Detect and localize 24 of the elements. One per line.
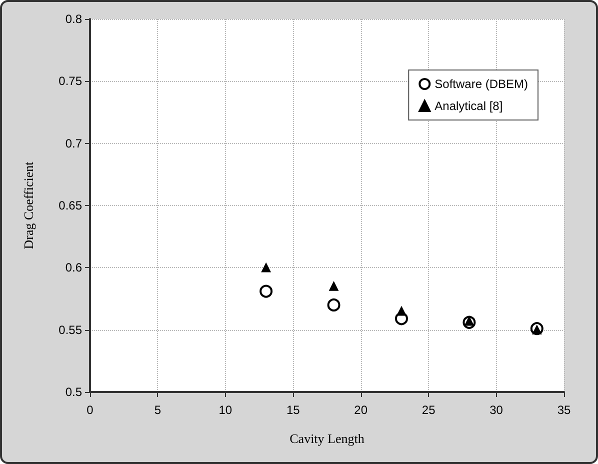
x-tick-label: 35 <box>557 403 571 417</box>
y-tick-label: 0.75 <box>58 74 82 88</box>
y-tick-label: 0.8 <box>65 12 82 26</box>
point <box>261 263 271 272</box>
legend-label: Analytical [8] <box>434 99 503 113</box>
point <box>260 284 273 298</box>
x-tick-label: 0 <box>86 403 94 417</box>
y-tick-label: 0.7 <box>65 136 82 150</box>
y-tick-label: 0.65 <box>58 198 82 212</box>
point <box>329 282 338 291</box>
y-tick-label: 0.6 <box>65 260 82 275</box>
y-tick-label: 0.55 <box>58 322 82 337</box>
y-tick-label: 0.5 <box>65 385 82 399</box>
legend-label: Software (DBEM) <box>434 77 528 91</box>
x-tick-label: 30 <box>490 403 504 417</box>
x-tick-label: 25 <box>422 403 436 417</box>
y-axis-title: Drag Coefficient <box>21 161 36 250</box>
x-tick-label: 15 <box>286 403 300 417</box>
point <box>327 298 340 312</box>
x-axis-title: Cavity Length <box>290 431 365 446</box>
x-tick-label: 10 <box>218 403 232 417</box>
x-tick-label: 20 <box>354 403 368 417</box>
x-tick-label: 5 <box>154 403 162 417</box>
point <box>396 306 406 316</box>
